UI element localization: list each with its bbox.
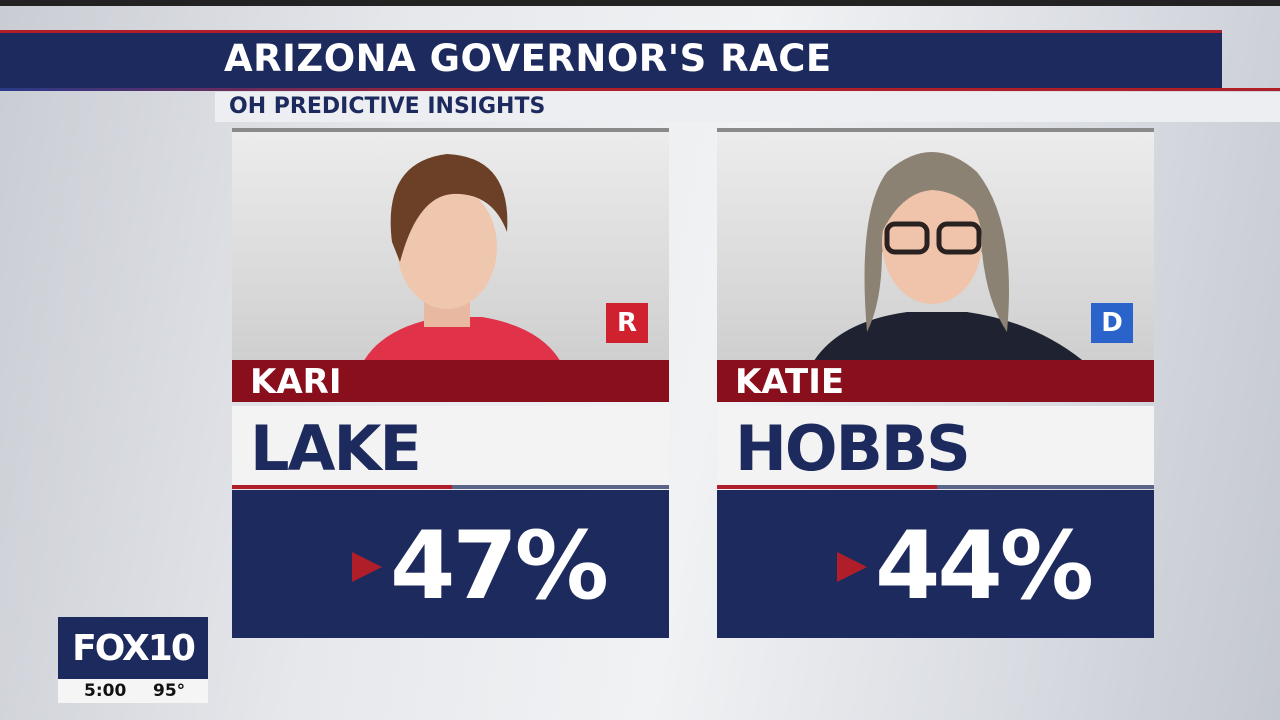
time: 5:00	[84, 681, 127, 701]
divider	[232, 485, 669, 489]
top-strip	[0, 0, 1280, 6]
candidate-photo	[717, 128, 1154, 360]
last-name: HOBBS	[717, 406, 1154, 485]
result-box: 44%	[717, 490, 1154, 638]
accent-line	[0, 88, 1280, 91]
first-name: KATIE	[717, 360, 1154, 402]
temperature: 95°	[153, 681, 186, 701]
portrait	[814, 152, 1083, 360]
candidate-card: R KARI LAKE 47%	[232, 128, 669, 638]
source: OH PREDICTIVE INSIGHTS	[229, 94, 546, 119]
title-bar	[0, 30, 1222, 88]
pointer	[352, 552, 382, 582]
station-logo: FOX10	[58, 617, 208, 679]
candidate-card: D KATIE HOBBS 44%	[717, 128, 1154, 638]
last-name: LAKE	[232, 406, 669, 485]
party-badge: R	[606, 303, 648, 343]
result-box: 47%	[232, 490, 669, 638]
time-temp: 5:00 95°	[58, 679, 208, 703]
result: 47%	[390, 512, 609, 621]
candidate-photo	[232, 128, 669, 360]
result: 44%	[875, 512, 1094, 621]
subtitle-bar	[215, 92, 1280, 122]
portrait	[364, 154, 560, 360]
first-name: KARI	[232, 360, 669, 402]
pointer	[837, 552, 867, 582]
divider	[717, 485, 1154, 489]
party-badge: D	[1091, 303, 1133, 343]
title: ARIZONA GOVERNOR'S RACE	[224, 37, 832, 80]
